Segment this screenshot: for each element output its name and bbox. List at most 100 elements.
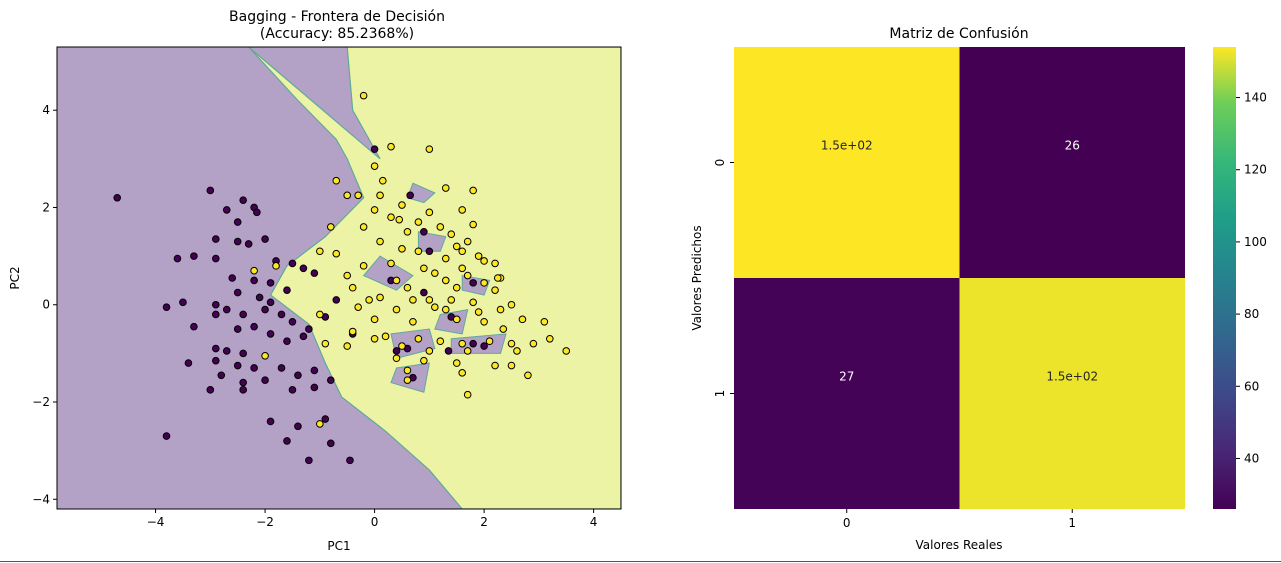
point-class1 <box>348 283 357 292</box>
point-class1 <box>414 334 423 343</box>
point-class1 <box>441 184 450 192</box>
colorbar <box>1213 47 1236 509</box>
scatter-xtick-label: −4 <box>147 515 165 529</box>
point-class1 <box>513 347 521 355</box>
point-class0 <box>211 300 220 309</box>
bottom-divider <box>0 561 1281 562</box>
heatmap-cell <box>734 47 960 278</box>
point-class1 <box>348 327 357 336</box>
point-class0 <box>469 279 477 287</box>
point-class0 <box>425 247 434 256</box>
point-class1 <box>409 296 417 304</box>
heatmap-xtick-label: 1 <box>1068 516 1076 530</box>
point-class0 <box>162 303 171 311</box>
point-class1 <box>529 339 538 348</box>
point-class0 <box>266 279 275 287</box>
point-class0 <box>266 417 275 426</box>
point-class0 <box>190 322 198 331</box>
boundary-island-class0 <box>417 231 447 252</box>
point-class0 <box>299 264 308 273</box>
point-class0 <box>233 288 242 297</box>
point-class1 <box>403 283 412 292</box>
point-class0 <box>326 376 335 384</box>
point-class1 <box>425 145 434 153</box>
point-class1 <box>403 228 412 236</box>
point-class0 <box>299 332 308 341</box>
point-class0 <box>288 259 297 268</box>
point-class0 <box>294 422 302 431</box>
point-class0 <box>480 342 488 350</box>
point-class0 <box>179 298 187 307</box>
heatmap-ytick-label: 0 <box>713 159 727 167</box>
point-class1 <box>493 274 502 282</box>
point-class1 <box>387 259 395 268</box>
point-class1 <box>436 223 445 231</box>
point-class0 <box>222 206 231 214</box>
point-class0 <box>277 364 286 372</box>
point-class0 <box>305 456 313 465</box>
point-class0 <box>261 376 269 384</box>
point-class1 <box>392 354 401 363</box>
heatmap-title: Matriz de Confusión <box>889 26 1028 42</box>
point-class1 <box>370 162 379 170</box>
point-class1 <box>480 317 488 326</box>
point-class0 <box>321 415 330 423</box>
point-class0 <box>250 322 258 331</box>
point-class0 <box>283 286 291 294</box>
point-class0 <box>228 274 237 282</box>
point-class1 <box>425 296 434 304</box>
point-class1 <box>370 206 379 214</box>
point-class0 <box>346 456 354 465</box>
point-class0 <box>277 310 286 319</box>
point-class1 <box>540 317 549 326</box>
point-class0 <box>370 145 379 153</box>
point-class1 <box>403 366 412 375</box>
point-class0 <box>162 432 171 440</box>
point-class1 <box>414 218 423 226</box>
point-class0 <box>222 347 231 355</box>
point-class1 <box>420 356 428 365</box>
point-class0 <box>233 325 242 333</box>
point-class1 <box>441 254 450 263</box>
point-class1 <box>431 303 439 311</box>
point-class1 <box>392 276 401 285</box>
point-class1 <box>376 293 384 302</box>
point-class1 <box>507 339 516 348</box>
point-class0 <box>444 347 453 355</box>
point-class1 <box>379 176 387 185</box>
scatter-ytick-label: 4 <box>42 103 50 117</box>
scatter-xtick-label: −2 <box>256 515 274 529</box>
point-class1 <box>370 334 379 343</box>
heatmap-xtick-label: 0 <box>843 516 851 530</box>
point-class1 <box>376 191 384 200</box>
point-class0 <box>310 269 319 277</box>
point-class1 <box>326 223 335 231</box>
heatmap-ylabel: Valores Predichos <box>690 225 704 330</box>
point-class0 <box>332 296 341 304</box>
point-class0 <box>288 317 297 326</box>
region-class1 <box>248 47 621 509</box>
colorbar-tick-label: 140 <box>1244 91 1267 105</box>
point-class1 <box>354 303 362 311</box>
point-class1 <box>452 283 461 292</box>
colorbar-tick-label: 100 <box>1244 235 1267 249</box>
colorbar-tick-label: 120 <box>1244 163 1267 177</box>
point-class1 <box>316 247 324 256</box>
point-class0 <box>266 330 275 338</box>
point-class1 <box>425 347 434 355</box>
scatter-xtick-label: 4 <box>590 515 598 529</box>
point-class1 <box>507 300 516 309</box>
point-class1 <box>431 269 439 277</box>
point-class1 <box>359 223 368 231</box>
point-class0 <box>283 337 291 346</box>
point-class1 <box>365 296 373 304</box>
scatter-ylabel: PC2 <box>8 266 22 289</box>
point-class0 <box>261 235 269 243</box>
scatter-xtick-label: 0 <box>371 515 379 529</box>
point-class1 <box>436 337 445 346</box>
point-class1 <box>272 262 280 270</box>
point-class1 <box>425 208 434 217</box>
heatmap-cell <box>959 278 1185 509</box>
point-class0 <box>239 349 247 358</box>
